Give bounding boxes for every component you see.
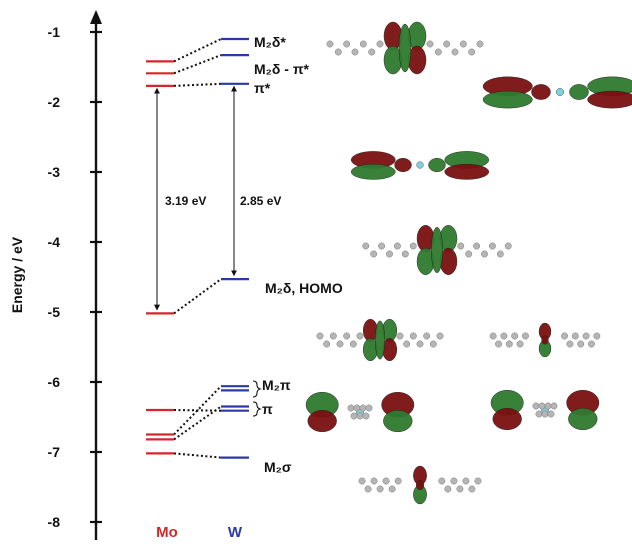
tick-label: -3 <box>48 164 61 180</box>
tick-label: -2 <box>48 94 61 110</box>
molecular-orbital-image <box>490 389 600 431</box>
molecular-orbital-image <box>482 76 632 109</box>
gap-arrows: 3.19 eV 2.85 eV <box>154 85 281 311</box>
column-label-w: W <box>228 524 243 541</box>
molecular-orbital-image <box>326 21 484 75</box>
tick-label: -5 <box>48 304 61 320</box>
orbital-label-m2delta-star: M₂δ* <box>254 34 286 50</box>
correlation-line <box>173 452 222 459</box>
molecular-orbital-image <box>489 322 601 358</box>
molecular-orbital-images <box>305 21 632 505</box>
correlation-line <box>173 405 222 441</box>
energy-axis-label: Energy / eV <box>9 236 25 313</box>
tick-label: -7 <box>48 444 61 460</box>
gap-label: 3.19 eV <box>165 194 206 208</box>
orbital-label-pi: π <box>262 401 273 417</box>
molecular-orbital-image <box>305 391 415 433</box>
tick-label: -8 <box>48 514 61 530</box>
correlation-lines <box>173 38 222 459</box>
molecular-orbital-image <box>316 318 444 362</box>
tick-label: -1 <box>48 24 61 40</box>
correlation-line <box>173 278 222 315</box>
tick-label: -6 <box>48 374 61 390</box>
energy-axis-arrowhead <box>90 10 102 24</box>
energy-levels <box>146 37 249 459</box>
correlation-line <box>173 54 222 75</box>
orbital-label-m2sigma: M₂σ <box>264 459 292 475</box>
molecular-orbital-image <box>350 151 490 180</box>
orbital-label-m2delta-homo: M₂δ, HOMO <box>265 280 343 296</box>
molecular-orbital-image <box>358 465 482 505</box>
molecular-orbital-image <box>362 225 512 275</box>
brace-m2pi <box>252 380 262 398</box>
correlation-line <box>173 38 222 63</box>
orbital-label-pi-star: π* <box>254 80 271 96</box>
correlation-line <box>173 409 222 412</box>
brace-pi <box>252 401 262 417</box>
orbital-label-m2pi: M₂π <box>262 377 291 393</box>
gap-label: 2.85 eV <box>240 194 281 208</box>
axis-ticks: -1 -2 -3 -4 -5 -6 -7 -8 <box>48 24 102 530</box>
tick-label: -4 <box>48 234 61 250</box>
correlation-line <box>173 82 222 87</box>
orbital-label-m2delta-pi-star: M₂δ - π* <box>254 61 310 77</box>
column-label-mo: Mo <box>156 524 178 541</box>
